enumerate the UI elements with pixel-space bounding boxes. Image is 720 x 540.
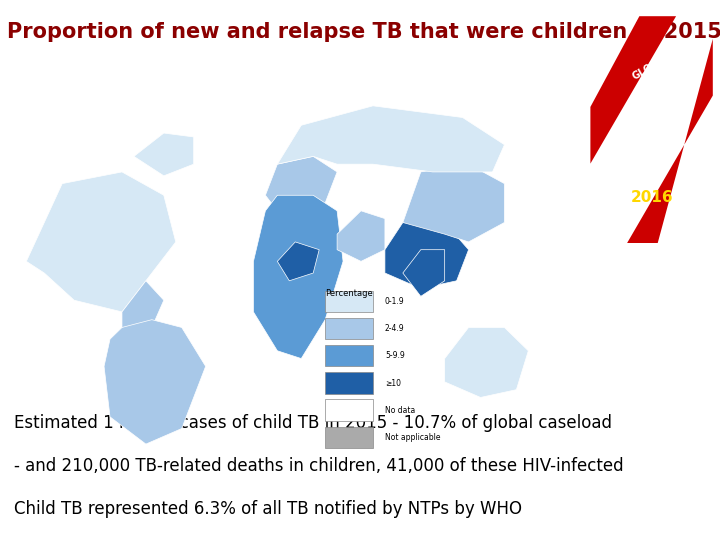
Text: Proportion of new and relapse TB that were children in 2015: Proportion of new and relapse TB that we… <box>7 22 720 42</box>
Polygon shape <box>266 157 337 211</box>
Text: ≥10: ≥10 <box>385 379 401 388</box>
Text: - and 210,000 TB-related deaths in children, 41,000 of these HIV-infected: - and 210,000 TB-related deaths in child… <box>14 457 624 475</box>
FancyBboxPatch shape <box>325 345 373 366</box>
Text: Percentage: Percentage <box>325 288 373 298</box>
Polygon shape <box>627 39 713 243</box>
FancyBboxPatch shape <box>325 291 373 312</box>
Polygon shape <box>104 320 206 444</box>
Text: Estimated 1 million cases of child TB in 2015 - 10.7% of global caseload: Estimated 1 million cases of child TB in… <box>14 414 613 432</box>
Polygon shape <box>122 281 164 327</box>
Text: 5-9.9: 5-9.9 <box>385 352 405 360</box>
Polygon shape <box>385 222 469 288</box>
Polygon shape <box>277 242 319 281</box>
FancyBboxPatch shape <box>325 400 373 421</box>
Polygon shape <box>277 106 505 172</box>
Text: No data: No data <box>385 406 415 415</box>
Polygon shape <box>403 249 445 296</box>
Polygon shape <box>337 211 385 261</box>
Text: GLOBAL: GLOBAL <box>631 51 672 81</box>
Polygon shape <box>403 164 505 242</box>
Text: Child TB represented 6.3% of all TB notified by NTPs by WHO: Child TB represented 6.3% of all TB noti… <box>14 501 523 518</box>
Text: 0-1.9: 0-1.9 <box>385 297 405 306</box>
Polygon shape <box>445 327 528 397</box>
Polygon shape <box>253 195 343 359</box>
Text: Not applicable: Not applicable <box>385 433 441 442</box>
Text: 2-4.9: 2-4.9 <box>385 324 405 333</box>
Polygon shape <box>134 133 194 176</box>
Text: TUBERCULOSIS: TUBERCULOSIS <box>624 90 679 124</box>
FancyBboxPatch shape <box>325 427 373 448</box>
Text: REPORT: REPORT <box>630 126 673 156</box>
Text: 2016: 2016 <box>630 190 673 205</box>
Polygon shape <box>27 172 176 312</box>
Polygon shape <box>590 16 676 164</box>
FancyBboxPatch shape <box>325 372 373 394</box>
FancyBboxPatch shape <box>325 318 373 339</box>
